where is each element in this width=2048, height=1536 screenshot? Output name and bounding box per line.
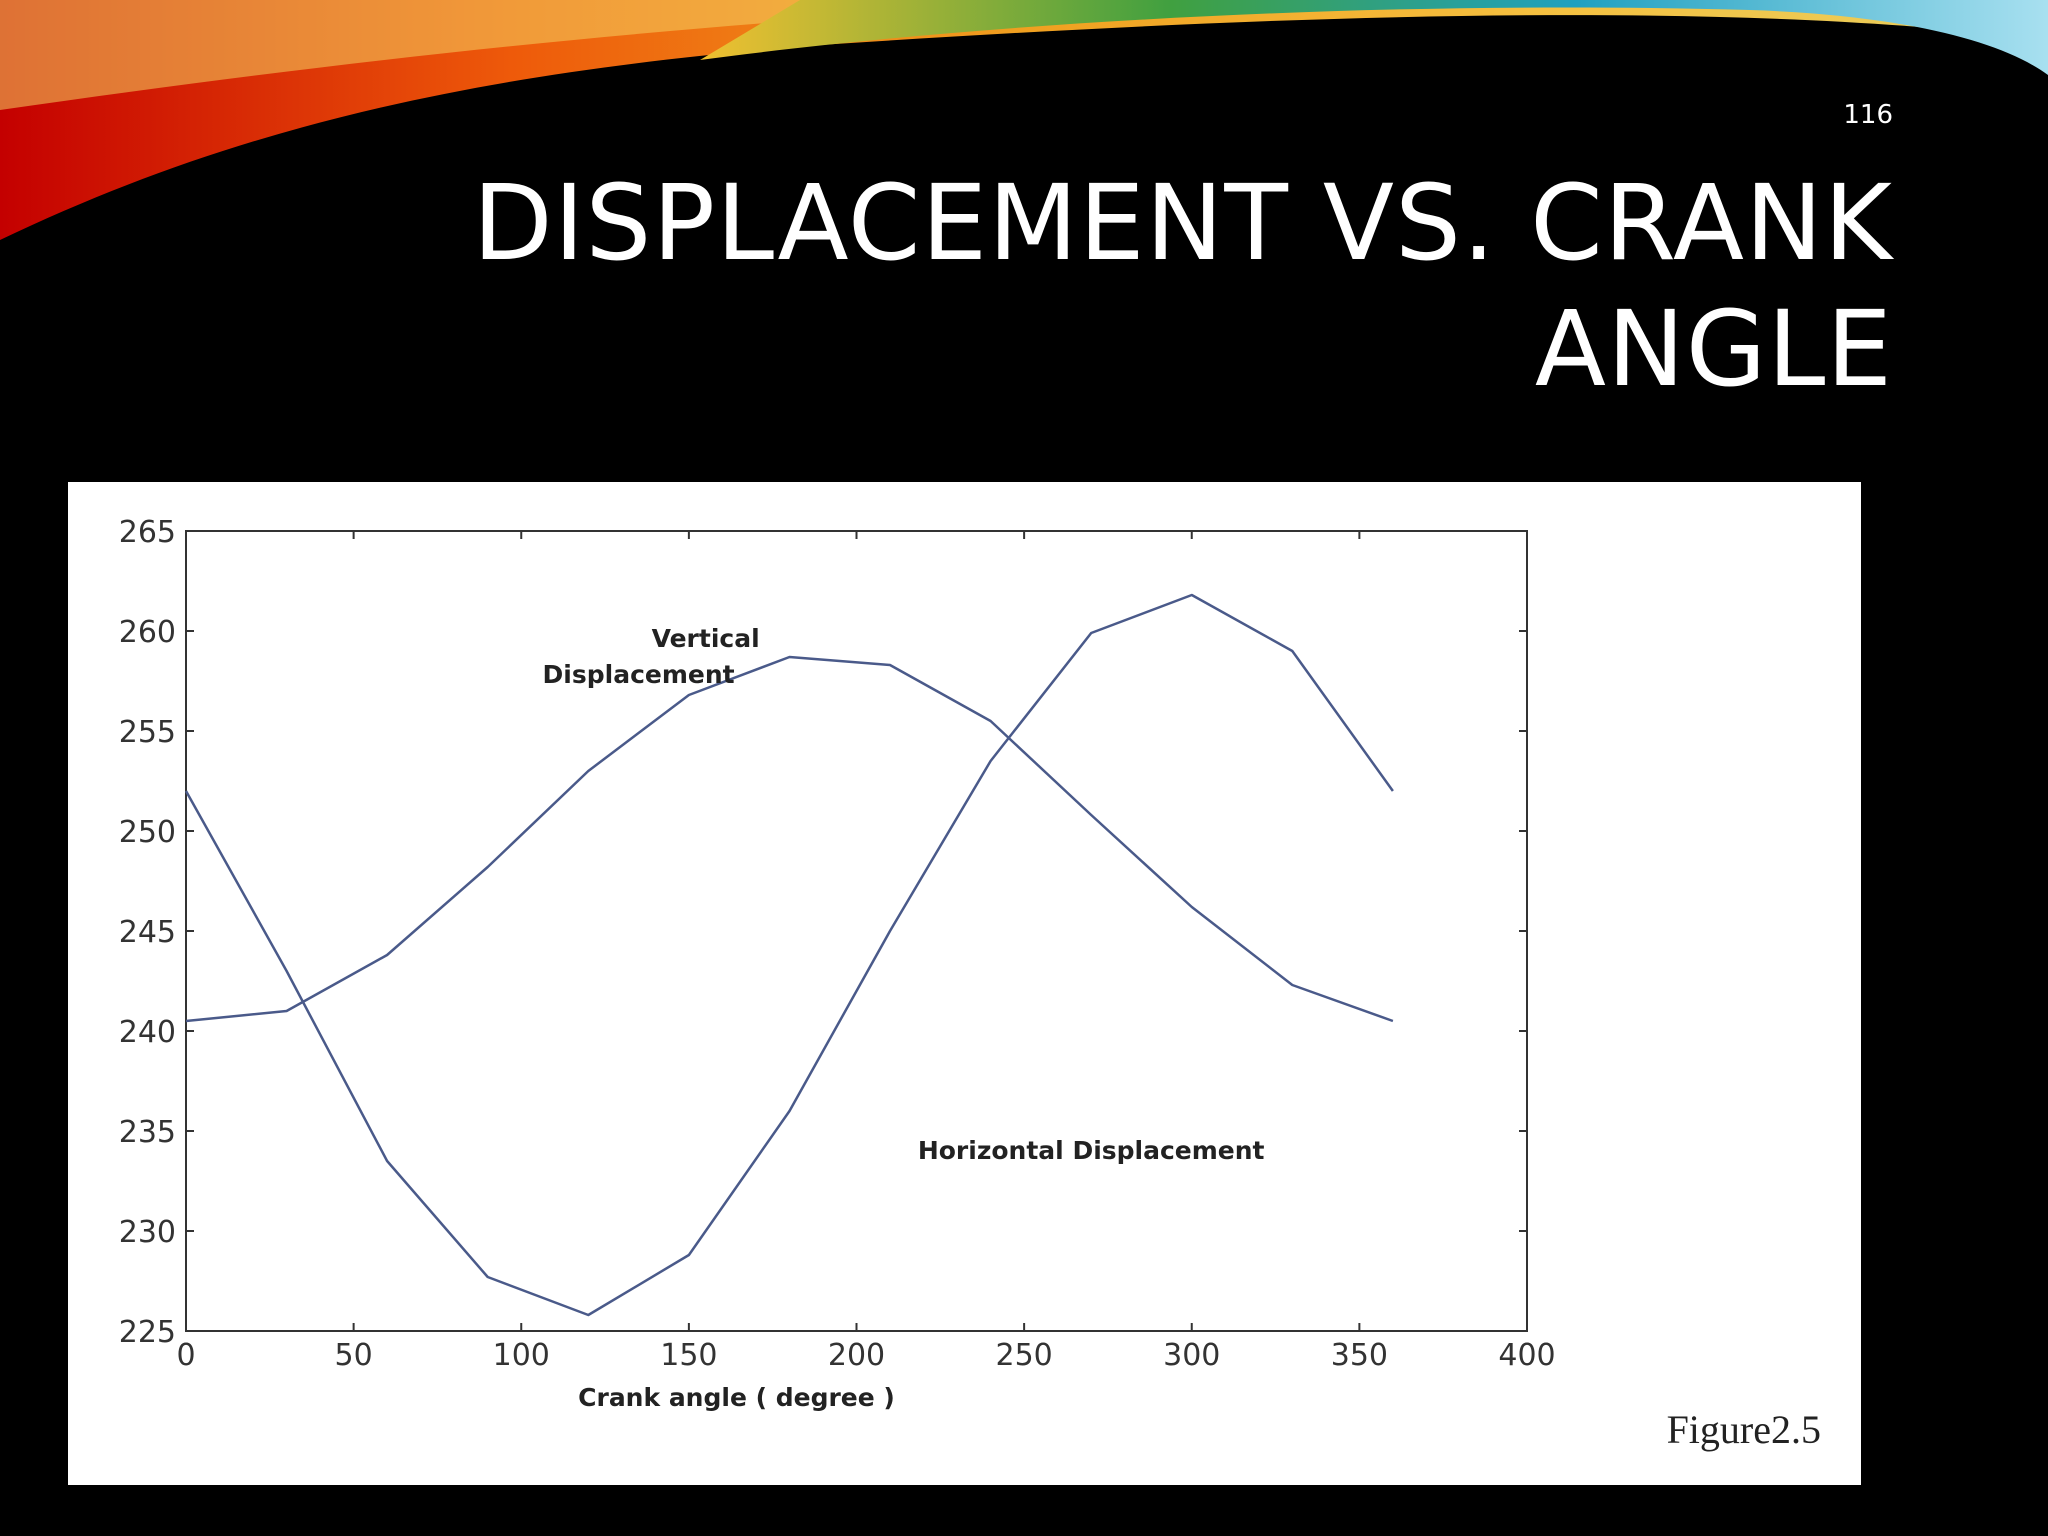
decorative-swoosh — [0, 0, 2048, 260]
x-tick-label: 350 — [1331, 1338, 1388, 1373]
x-tick-label: 150 — [660, 1338, 717, 1373]
x-tick-label: 50 — [335, 1338, 373, 1373]
x-tick-label: 100 — [493, 1338, 550, 1373]
y-tick-label: 230 — [119, 1215, 176, 1250]
x-tick-label: 0 — [176, 1338, 195, 1373]
figure-caption: Figure2.5 — [1666, 1407, 1821, 1452]
y-tick-label: 265 — [119, 515, 176, 550]
y-tick-label: 245 — [119, 915, 176, 950]
x-tick-label: 400 — [1498, 1338, 1555, 1373]
x-tick-label: 200 — [828, 1338, 885, 1373]
y-tick-label: 225 — [119, 1315, 176, 1350]
y-tick-label: 250 — [119, 815, 176, 850]
curve-annotation: Displacement — [543, 660, 735, 689]
curve-annotation: Horizontal Displacement — [918, 1136, 1265, 1165]
y-tick-label: 260 — [119, 615, 176, 650]
x-tick-label: 250 — [995, 1338, 1052, 1373]
x-axis-label: Crank angle ( degree ) — [578, 1383, 895, 1412]
figure-panel: 0 50 100 150 200 250 300 350 400 225 230 235 240 245 2… — [68, 482, 1861, 1485]
y-tick-label: 255 — [119, 715, 176, 750]
slide-page-number: 116 — [1843, 100, 1893, 130]
plot-frame — [185, 530, 1528, 1332]
displacement-chart: 0 50 100 150 200 250 300 350 400 225 230 235 240 245 2… — [119, 515, 1556, 1412]
vertical-displacement-line — [185, 655, 1394, 1023]
y-tick-label: 235 — [119, 1115, 176, 1150]
y-tick-label: 240 — [119, 1015, 176, 1050]
horizontal-displacement-line — [184, 593, 1394, 1317]
slide-title: DISPLACEMENT VS. CRANK ANGLE — [472, 162, 1893, 410]
x-tick-label: 300 — [1163, 1338, 1220, 1373]
curve-annotation: Vertical — [652, 624, 760, 653]
